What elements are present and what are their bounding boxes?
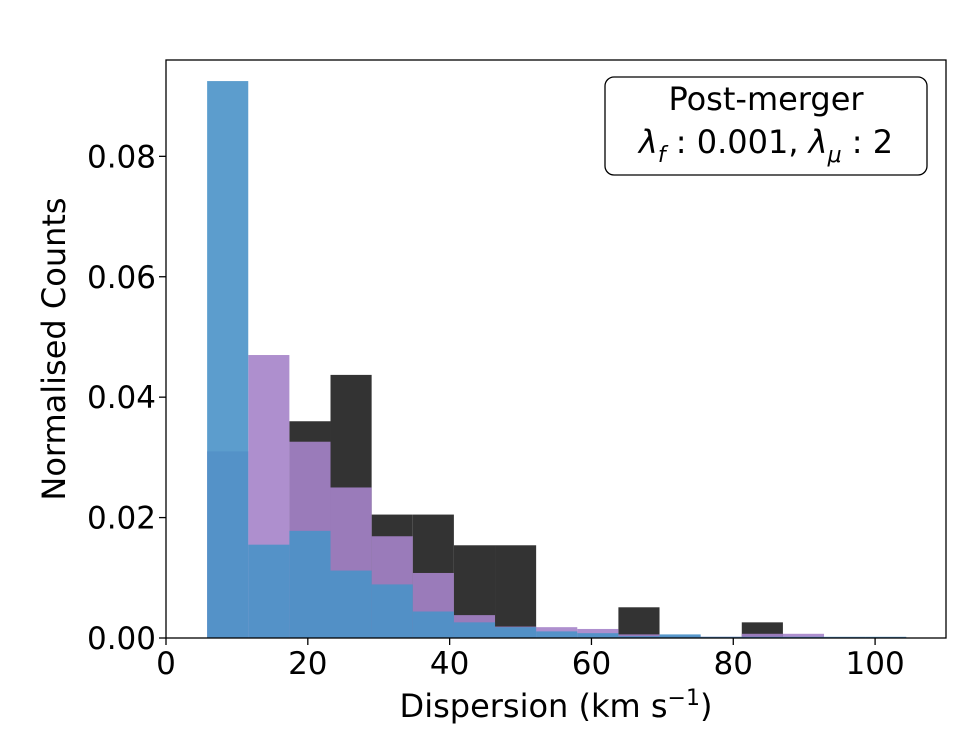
- y-tick-label: 0.08: [87, 139, 156, 175]
- x-tick-label: 60: [572, 646, 611, 682]
- x-tick-label: 80: [714, 646, 753, 682]
- y-tick-label: 0.06: [87, 260, 156, 296]
- x-tick-label: 0: [156, 646, 176, 682]
- bar-series3-bin10: [577, 633, 619, 638]
- y-axis-ticks: 0.00 0.02 0.04 0.06 0.08: [87, 139, 166, 657]
- bar-series2-bin15: [782, 633, 825, 638]
- plot-frame: [165, 59, 947, 639]
- bar-series3-bin5: [371, 584, 413, 638]
- y-tick-label: 0.04: [87, 380, 156, 416]
- bar-series3-bin4: [330, 570, 372, 638]
- legend-parameters: λf : 0.001, λμ : 2: [637, 123, 893, 168]
- lambda-mu-subscript: μ: [827, 143, 842, 168]
- y-tick-label: 0.00: [87, 621, 156, 657]
- bar-series3-bin2: [248, 544, 290, 638]
- lambda-f-symbol: λ: [637, 123, 658, 161]
- bar-series1-bin11: [618, 607, 660, 638]
- histogram-bars: [207, 81, 907, 638]
- x-tick-label: 100: [846, 646, 905, 682]
- bar-series3-bin12: [659, 634, 701, 638]
- legend-box: Post-merger λf : 0.001, λμ : 2: [604, 76, 928, 176]
- legend-frame: [604, 76, 928, 176]
- lambda-mu-symbol: λ: [807, 123, 828, 161]
- bar-series2-bin14: [741, 633, 783, 638]
- lambda-f-value: : 0.001,: [666, 123, 809, 161]
- x-tick-label: 40: [430, 646, 469, 682]
- lambda-mu-value: : 2: [842, 123, 893, 161]
- bar-series3-bin1: [207, 81, 249, 638]
- bar-series1-bin8: [495, 545, 537, 638]
- bar-series3-bin6: [412, 611, 454, 638]
- bar-series3-bin8: [495, 627, 537, 638]
- y-tick-label: 0.02: [87, 501, 156, 537]
- bar-series3-bin3: [289, 530, 331, 638]
- y-axis-label: Normalised Counts: [35, 197, 73, 500]
- x-tick-label: 20: [288, 646, 327, 682]
- bar-series3-bin11: [618, 636, 660, 638]
- lambda-f-subscript: f: [658, 143, 669, 168]
- x-axis-ticks: 0 20 40 60 80 100: [156, 638, 905, 682]
- bar-series3-bin9: [536, 631, 578, 638]
- bar-series3-bin7: [453, 622, 496, 638]
- legend-title: Post-merger: [668, 80, 864, 118]
- x-axis-label: Dispersion (km s−1): [400, 686, 713, 725]
